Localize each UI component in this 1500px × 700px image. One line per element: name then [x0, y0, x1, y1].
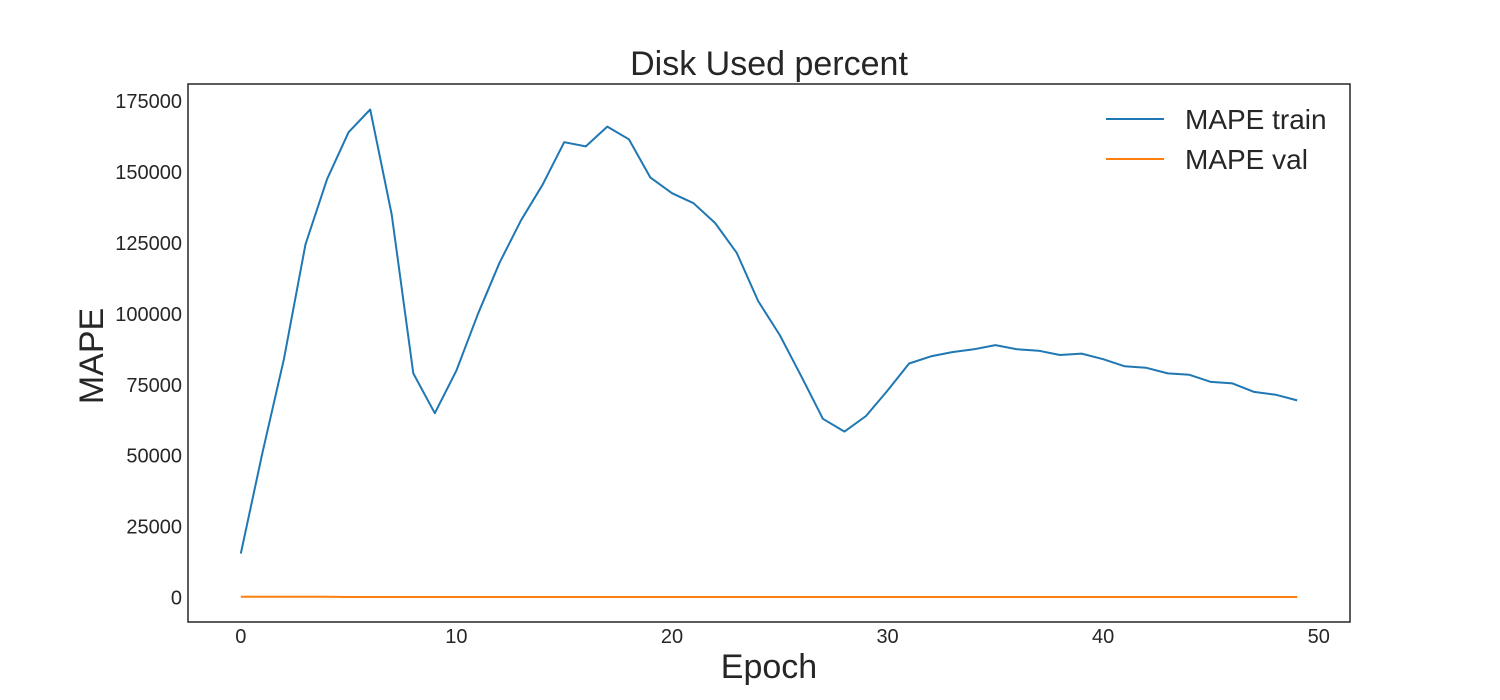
y-tick-label: 75000	[126, 375, 182, 397]
series-layer	[239, 108, 1298, 598]
y-axis-label: MAPE	[73, 308, 111, 404]
y-tick-label: 100000	[115, 304, 182, 326]
series-line-mape-train	[239, 108, 1298, 554]
x-tick-label: 40	[1092, 626, 1114, 648]
y-tick-label: 125000	[115, 233, 182, 255]
x-axis-label: Epoch	[721, 648, 817, 686]
x-tick-label: 20	[661, 626, 683, 648]
y-tick-label: 175000	[115, 91, 182, 113]
plot-frame	[187, 83, 1351, 623]
y-tick-label: 25000	[126, 517, 182, 539]
y-axis-ticks: 0 25000 50000 75000 100000 125000 150000 175000	[115, 91, 182, 610]
chart-title: Disk Used percent	[630, 45, 908, 83]
x-tick-label: 0	[235, 626, 246, 648]
x-tick-label: 50	[1308, 626, 1330, 648]
y-tick-label: 50000	[126, 446, 182, 468]
y-tick-label: 150000	[115, 162, 182, 184]
x-tick-label: 30	[876, 626, 898, 648]
legend-label: MAPE train	[1185, 104, 1327, 135]
x-axis-ticks: 0 10 20 30 40 50	[235, 626, 1330, 648]
y-tick-label: 0	[171, 588, 182, 610]
legend-label: MAPE val	[1185, 144, 1308, 175]
legend: MAPE train MAPE val	[1106, 104, 1327, 175]
x-tick-label: 10	[445, 626, 467, 648]
